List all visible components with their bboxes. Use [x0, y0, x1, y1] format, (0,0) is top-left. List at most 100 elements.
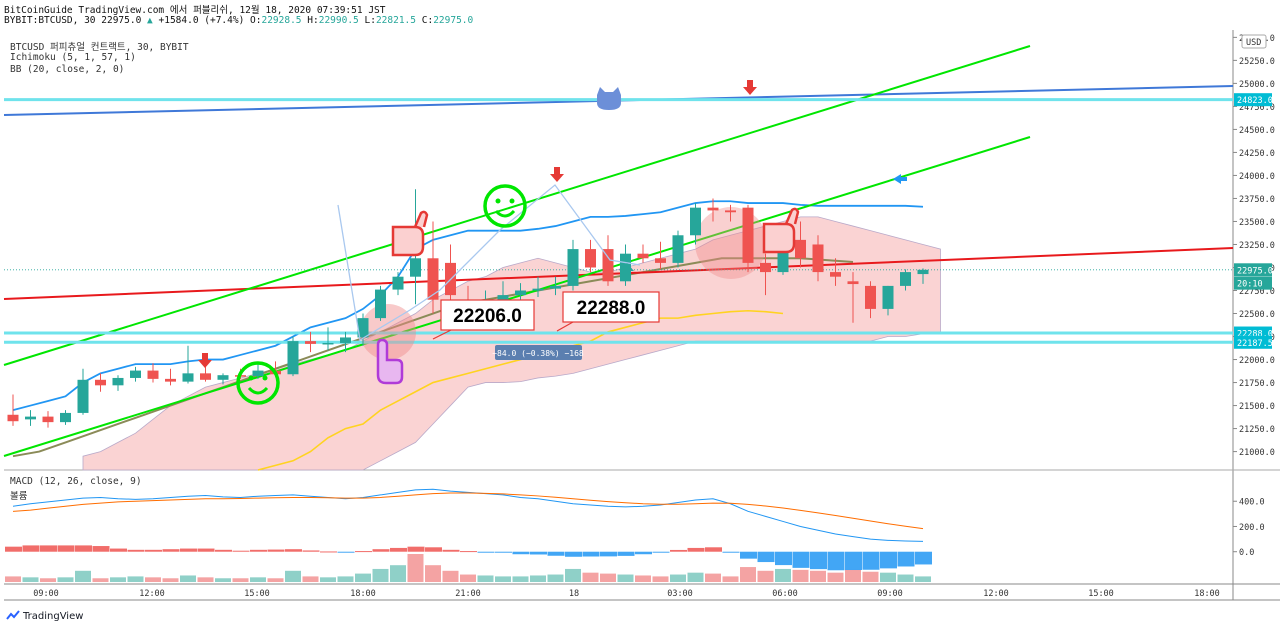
macd-histogram-bar	[687, 547, 705, 552]
x-tick-label: 09:00	[33, 589, 59, 599]
bb-legend[interactable]: BB (20, close, 2, 0)	[10, 64, 125, 75]
tradingview-logo[interactable]: TradingView	[6, 609, 83, 624]
macd-histogram-bar	[705, 547, 722, 552]
macd-histogram-bar	[530, 551, 547, 555]
candle-body	[200, 373, 211, 380]
macd-histogram-bar	[110, 548, 127, 552]
x-tick-label: 15:00	[1088, 589, 1114, 599]
candle-body	[602, 249, 614, 282]
macd-histogram-bar	[232, 550, 250, 552]
macd-legend[interactable]: MACD (12, 26, close, 9)	[10, 476, 142, 487]
footer-brand: TradingView	[23, 611, 84, 622]
candle-body	[795, 239, 806, 259]
macd-histogram-bar	[302, 550, 320, 552]
measure-box	[495, 345, 582, 360]
volume-bar	[197, 577, 214, 582]
thumbs-hand-icon	[762, 207, 800, 254]
macd-histogram-bar	[57, 545, 75, 552]
annotation-22288-box	[562, 291, 660, 323]
candle-body	[882, 285, 894, 309]
macd-histogram-bar	[355, 551, 372, 553]
macd-histogram-bar	[372, 549, 390, 552]
candle-body	[95, 379, 106, 386]
y-tick-label: 23250.0	[1239, 241, 1275, 251]
macd-histogram-bar	[740, 551, 757, 559]
volume-bar	[775, 568, 791, 582]
candle-body	[182, 373, 194, 382]
candle-body	[7, 414, 19, 422]
volume-bar	[127, 576, 144, 582]
price-change: +1584.0 (+7.4%)	[158, 15, 245, 26]
volume-bar	[442, 570, 459, 582]
macd-histogram-bar	[180, 548, 197, 552]
price-axis-badge	[1234, 263, 1272, 277]
ichimoku-legend[interactable]: Ichimoku (5, 1, 57, 1)	[10, 52, 136, 63]
red-trendline	[3, 247, 1234, 300]
annotation-22288: 22288.0	[577, 298, 646, 319]
volume-bar	[477, 575, 494, 582]
x-tick-label: 21:00	[455, 589, 481, 599]
x-tick-label: 03:00	[667, 589, 693, 599]
macd-histogram-bar	[757, 551, 775, 563]
macd-histogram-bar	[512, 551, 530, 555]
y-tick-label: 21750.0	[1239, 379, 1275, 389]
annotation-22288-pointer	[556, 321, 574, 332]
macd-histogram-bar	[652, 551, 670, 553]
volume-bar	[635, 575, 651, 582]
volume-bar	[372, 568, 389, 582]
volume-bar	[530, 575, 546, 582]
volume-bar	[162, 578, 179, 582]
volume-legend[interactable]: 볼륨	[10, 491, 28, 502]
smiley-face-icon-eye	[248, 375, 254, 381]
macd-histogram-bar	[565, 551, 582, 557]
x-tick-label: 12:00	[139, 589, 165, 599]
y-tick-label: 22750.0	[1239, 287, 1275, 297]
y-tick-label: 24500.0	[1239, 126, 1275, 136]
candle-body	[550, 285, 561, 289]
signal-line	[12, 492, 924, 530]
open-value: 22928.5	[261, 15, 302, 26]
tradingview-icon	[6, 609, 20, 624]
low-value: 22821.5	[375, 15, 416, 26]
macd-histogram-bar	[197, 548, 215, 552]
macd-histogram-bar	[792, 551, 810, 568]
volume-bar	[880, 572, 896, 582]
red-down-arrow-icon	[550, 167, 564, 182]
x-tick-label: 18:00	[1194, 589, 1220, 599]
volume-bar	[897, 574, 914, 582]
candle-body	[865, 285, 876, 309]
macd-histogram-bar	[600, 551, 617, 557]
macd-histogram-bar	[92, 546, 110, 552]
y-tick-label: 23750.0	[1239, 195, 1275, 205]
candle-body	[165, 378, 176, 382]
open-label: O:	[250, 15, 262, 26]
thumbs-hand-icon	[391, 210, 429, 257]
volume-bar	[390, 565, 406, 582]
candle-body	[532, 288, 544, 291]
volume-bar	[145, 577, 161, 582]
currency-label: USD	[1246, 38, 1261, 48]
macd-histogram-bar	[267, 549, 285, 552]
macd-histogram-bar	[547, 551, 565, 556]
candle-body	[690, 207, 701, 236]
candle-body	[567, 249, 579, 286]
volume-bar	[792, 569, 809, 582]
price-axis-label: 22975.0	[1237, 266, 1273, 276]
chart-title[interactable]: BTCUSD 퍼피츄얼 컨트랙트, 30, BYBIT	[10, 42, 189, 53]
volume-bar	[862, 571, 879, 582]
candle-body	[427, 258, 439, 300]
price-axis-label: 22288.0	[1237, 330, 1273, 340]
macd-histogram-bar	[845, 551, 862, 571]
candle-body	[830, 272, 841, 277]
smiley-face-icon-eye	[262, 375, 268, 381]
y-tick-label: 24000.0	[1239, 172, 1275, 182]
x-tick-label: 09:00	[877, 589, 903, 599]
volume-bar	[687, 572, 704, 582]
macd-histogram-bar	[162, 549, 180, 552]
macd-histogram-bar	[617, 551, 635, 556]
pointing-hand-icon	[376, 338, 404, 385]
candle-body	[357, 318, 369, 338]
macd-histogram-bar	[460, 551, 477, 553]
x-tick-label: 18:00	[350, 589, 376, 599]
